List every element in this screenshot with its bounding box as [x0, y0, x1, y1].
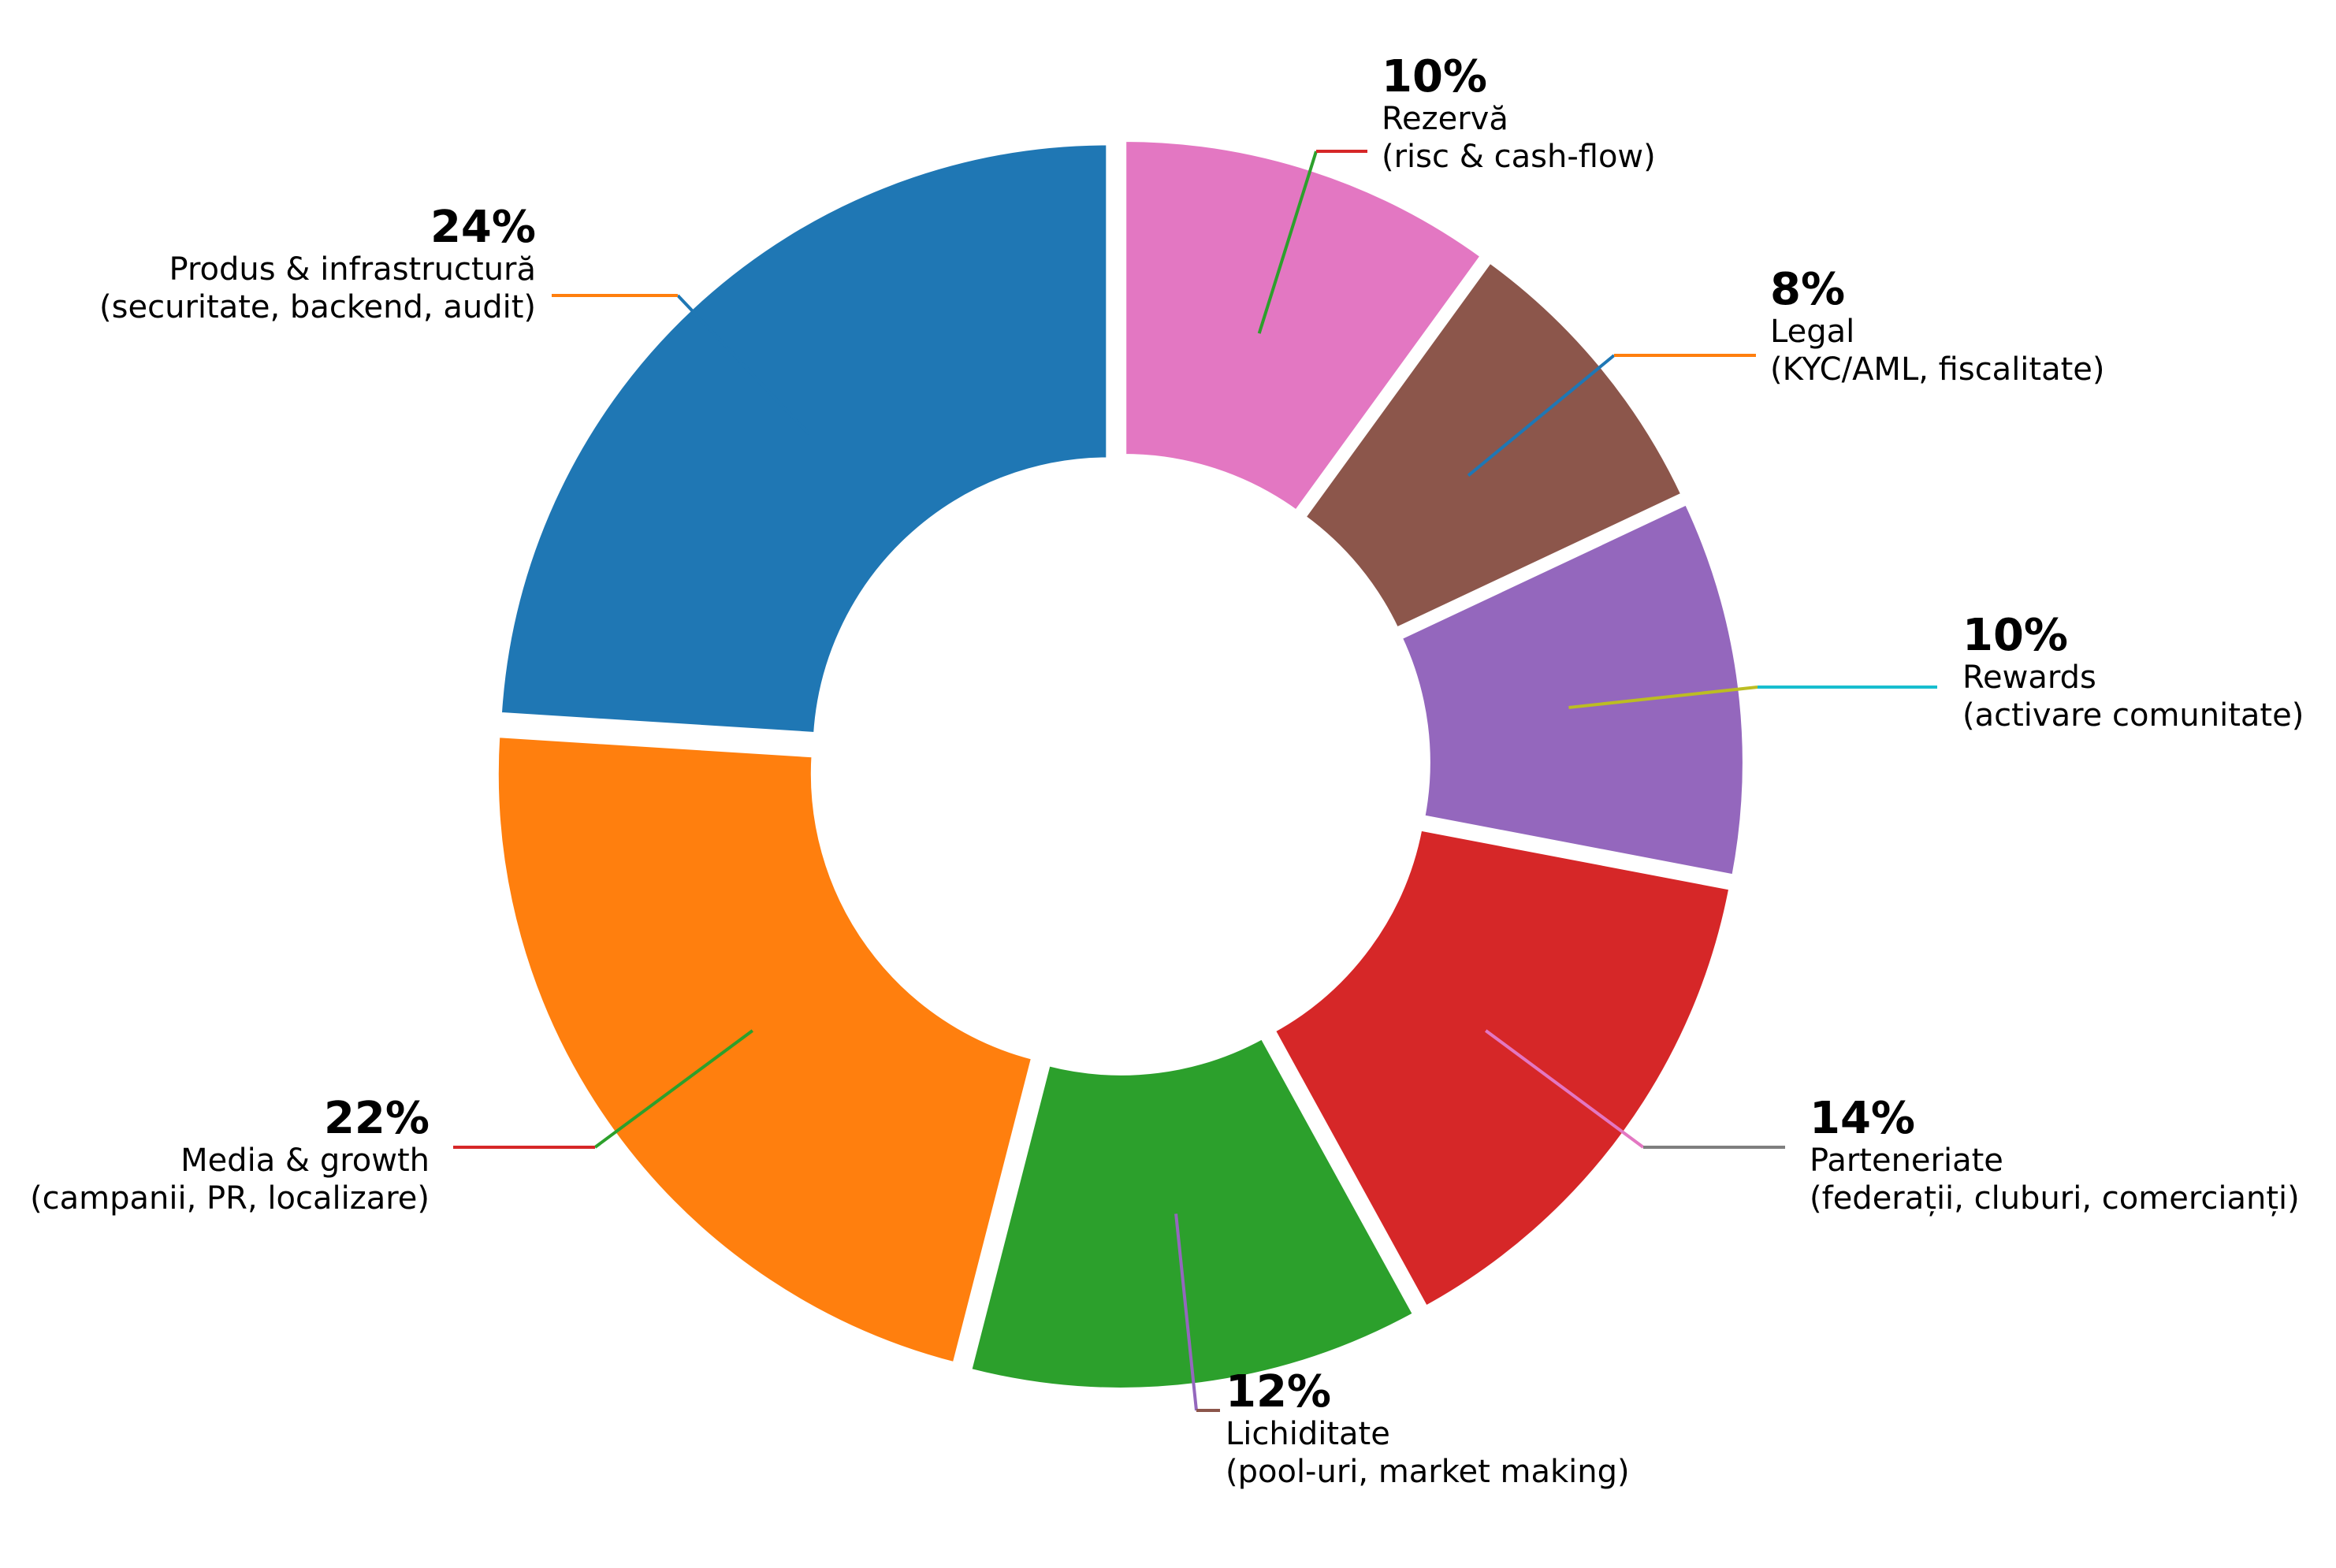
slice-1: [1122, 136, 1486, 516]
leader-line-5: [1174, 1213, 1198, 1411]
slice-name-7: Produs & infrastructură: [169, 251, 536, 288]
leader-line-1: [1257, 150, 1318, 334]
slice-detail-6: (campanii, PR, localizare): [30, 1180, 430, 1217]
slice-7: [497, 140, 1111, 738]
slice-detail-4: (federații, cluburi, comercianți): [1810, 1180, 2300, 1217]
slice-name-3: Rewards: [1962, 660, 2096, 696]
slice-percent-3: 10%: [1962, 610, 2068, 661]
slice-percent-2: 8%: [1770, 264, 1845, 315]
slice-detail-5: (pool-uri, market making): [1226, 1454, 1630, 1490]
slice-percent-7: 24%: [430, 202, 536, 253]
leader-line-6: [593, 1029, 754, 1149]
leader-line-4: [1484, 1029, 1645, 1149]
leader-line-7: [676, 294, 810, 436]
slice-2: [1300, 257, 1687, 633]
slices-group: [493, 136, 1747, 1392]
leader-line-3: [1568, 686, 1758, 709]
slice-3: [1397, 499, 1747, 880]
slice-detail-2: (KYC/AML, fiscalitate): [1770, 351, 2105, 388]
slice-5: [966, 1033, 1419, 1392]
slice-percent-5: 12%: [1226, 1366, 1331, 1418]
slice-name-4: Parteneriate: [1810, 1143, 2003, 1179]
slice-detail-3: (activare comunitate): [1962, 697, 2304, 734]
slice-4: [1270, 825, 1734, 1312]
leader-line-2: [1467, 354, 1616, 477]
slice-name-6: Media & growth: [180, 1143, 430, 1179]
slice-percent-4: 14%: [1810, 1093, 1915, 1144]
slice-6: [493, 732, 1036, 1368]
slice-percent-1: 10%: [1382, 51, 1487, 102]
leaders-group: [453, 150, 1937, 1412]
slice-detail-7: (securitate, backend, audit): [99, 289, 536, 325]
labels-group: 10%Rezervă(risc & cash-flow)8%Legal(KYC/…: [30, 51, 2304, 1490]
slice-detail-1: (risc & cash-flow): [1382, 139, 1656, 175]
slice-name-2: Legal: [1770, 314, 1854, 350]
slice-name-1: Rezervă: [1382, 101, 1508, 137]
slice-name-5: Lichiditate: [1226, 1416, 1390, 1452]
slice-percent-6: 22%: [324, 1093, 430, 1144]
